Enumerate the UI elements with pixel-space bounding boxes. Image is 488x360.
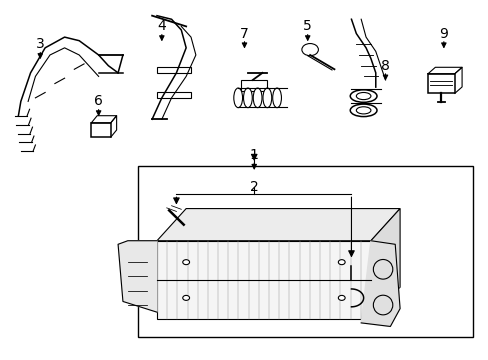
Bar [157, 67, 191, 73]
Text: 9: 9 [439, 27, 447, 41]
Circle shape [338, 260, 345, 265]
Text: 6: 6 [94, 94, 103, 108]
Ellipse shape [243, 88, 252, 108]
Ellipse shape [272, 88, 281, 108]
Bar [157, 93, 191, 98]
Bar [427, 74, 454, 93]
Ellipse shape [263, 88, 271, 108]
Text: 3: 3 [36, 37, 44, 51]
Ellipse shape [356, 93, 370, 100]
Circle shape [183, 260, 189, 265]
Circle shape [183, 296, 189, 300]
Circle shape [338, 296, 345, 300]
Text: 4: 4 [157, 19, 166, 33]
Polygon shape [157, 208, 399, 241]
Bar [137, 166, 472, 337]
Text: 1: 1 [249, 148, 258, 162]
Ellipse shape [349, 104, 376, 117]
Bar [91, 123, 111, 137]
Text: 7: 7 [240, 27, 248, 41]
Polygon shape [361, 241, 399, 327]
Circle shape [301, 44, 318, 56]
Ellipse shape [372, 295, 392, 315]
Text: 5: 5 [303, 19, 311, 33]
Polygon shape [370, 208, 399, 319]
Polygon shape [157, 241, 370, 319]
Ellipse shape [356, 107, 370, 114]
Bar [240, 80, 267, 91]
Ellipse shape [253, 88, 262, 108]
Ellipse shape [233, 88, 242, 108]
Text: 2: 2 [249, 180, 258, 194]
Text: 8: 8 [380, 59, 389, 73]
Ellipse shape [349, 90, 376, 102]
Ellipse shape [372, 260, 392, 279]
Polygon shape [118, 241, 157, 312]
